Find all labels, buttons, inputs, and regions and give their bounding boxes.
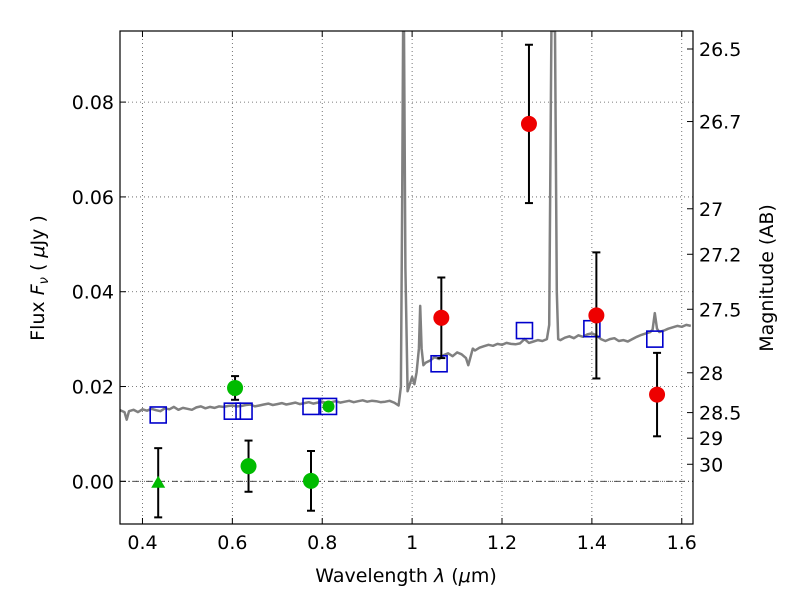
optical-limit-triangle bbox=[151, 475, 166, 488]
y-axis-label: Flux Fν ( μJy ) bbox=[27, 215, 52, 341]
model-square bbox=[235, 402, 253, 420]
magnitude-tick-label: 26.7 bbox=[699, 112, 741, 134]
y-tick-label: 0.06 bbox=[72, 187, 114, 209]
optical-point bbox=[303, 472, 319, 489]
magnitude-tick-label: 29 bbox=[699, 428, 723, 450]
photometry-points bbox=[151, 115, 666, 489]
model-square bbox=[515, 321, 534, 340]
x-tick-label: 0.6 bbox=[217, 532, 247, 554]
model-markers bbox=[149, 319, 664, 424]
y-axis-ticks: 0.00 0.02 0.04 0.06 0.08 bbox=[72, 92, 126, 493]
y-tick-label: 0.04 bbox=[72, 282, 114, 304]
x-tick-label: 1 bbox=[406, 532, 418, 554]
nir-point bbox=[520, 115, 537, 132]
x-tick-label: 1.6 bbox=[667, 532, 697, 554]
model-square bbox=[430, 354, 448, 373]
optical-point bbox=[227, 379, 244, 396]
model-square bbox=[319, 397, 338, 416]
model-square bbox=[223, 402, 242, 420]
optical-point bbox=[240, 458, 257, 475]
magnitude-tick-label: 28.5 bbox=[699, 403, 741, 425]
model-square bbox=[645, 330, 664, 348]
magnitude-tick-label: 26.5 bbox=[699, 39, 741, 61]
nir-point bbox=[649, 386, 666, 403]
y-tick-label: 0.02 bbox=[72, 377, 114, 399]
y-tick-label: 0.08 bbox=[72, 92, 114, 114]
nir-point bbox=[588, 307, 605, 324]
x-tick-label: 0.8 bbox=[307, 532, 337, 554]
spectrum-line bbox=[120, 31, 692, 421]
magnitude-axis-ticks: 26.5 26.7 27 27.2 27.5 28 28.5 29 30 bbox=[687, 39, 741, 476]
plot-area bbox=[120, 31, 692, 519]
optical-point bbox=[322, 400, 335, 413]
model-square bbox=[149, 406, 167, 424]
x-tick-label: 1.4 bbox=[577, 532, 607, 554]
magnitude-tick-label: 27.2 bbox=[699, 244, 741, 266]
magnitude-tick-label: 28 bbox=[699, 363, 723, 385]
plot-frame bbox=[119, 30, 694, 525]
x-axis-label: Wavelength λ (μm) bbox=[315, 565, 496, 587]
y-tick-label: 0.00 bbox=[72, 471, 114, 493]
magnitude-tick-label: 27.5 bbox=[699, 299, 741, 321]
x-tick-label: 0.4 bbox=[127, 532, 157, 554]
x-axis-ticks: 0.4 0.6 0.8 1 1.2 1.4 1.6 bbox=[127, 31, 697, 554]
model-square bbox=[302, 397, 320, 416]
magnitude-tick-label: 27 bbox=[699, 199, 723, 221]
x-tick-label: 1.2 bbox=[487, 532, 517, 554]
magnitude-axis-label: Magnitude (AB) bbox=[756, 204, 778, 352]
magnitude-tick-label: 30 bbox=[699, 454, 723, 476]
nir-point bbox=[433, 309, 450, 326]
